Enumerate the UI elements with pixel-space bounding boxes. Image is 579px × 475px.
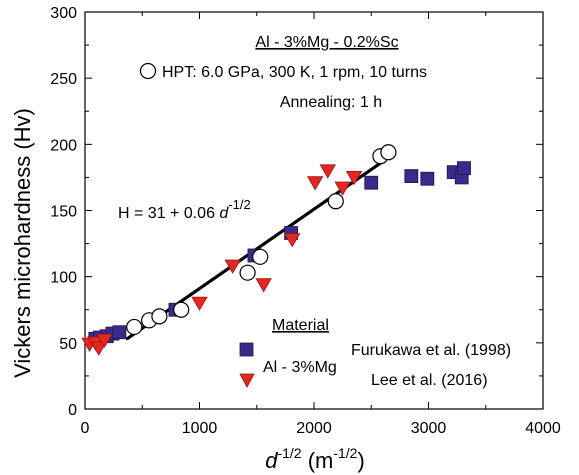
y-tick-label: 250 xyxy=(50,71,77,88)
fit-equation-var: d xyxy=(219,205,229,222)
furukawa-point xyxy=(364,175,379,190)
x-tick-label: 2000 xyxy=(296,420,332,437)
lee-point xyxy=(306,176,324,191)
x-axis-label-unit: (m xyxy=(302,448,334,473)
hpt-point xyxy=(252,248,269,265)
lee-point xyxy=(90,341,107,356)
chart-title: Al - 3%Mg - 0.2%Sc xyxy=(255,34,398,51)
x-tick-label: 4000 xyxy=(525,420,561,437)
fit-equation-sup: -1/2 xyxy=(228,197,250,212)
lee-point xyxy=(224,259,241,274)
fit-equation-main: H = 31 + 0.06 xyxy=(118,205,219,222)
lee-point xyxy=(96,333,113,348)
x-axis-label-unit-close: ) xyxy=(357,448,364,473)
lee-legend-marker xyxy=(239,373,255,388)
y-tick-label: 0 xyxy=(68,402,77,419)
annealing-label: Annealing: 1 h xyxy=(280,94,382,111)
lee-point xyxy=(319,164,336,179)
furukawa-legend-label: Furukawa et al. (1998) xyxy=(351,342,511,359)
y-tick-label: 200 xyxy=(50,137,77,154)
fit-equation: H = 31 + 0.06 d-1/2 xyxy=(118,197,251,222)
hpt-legend-marker xyxy=(139,62,157,80)
furukawa-point xyxy=(404,169,419,183)
lee-point xyxy=(345,171,363,186)
hpt-point xyxy=(327,193,344,210)
furukawa-point xyxy=(457,161,471,176)
x-tick-label: 3000 xyxy=(411,420,447,437)
y-tick-label: 50 xyxy=(59,336,77,353)
lee-point xyxy=(255,278,272,293)
x-axis-label-var: d xyxy=(265,448,278,473)
y-tick-label: 300 xyxy=(50,5,77,22)
ticks: 0 1000 2000 3000 4000 0 50 100 150 200 250 300 xyxy=(50,5,561,437)
furukawa-point xyxy=(420,171,435,186)
hpt-point xyxy=(380,144,397,161)
material-header: Material xyxy=(272,317,329,334)
hpt-point xyxy=(126,318,143,336)
material-name: Al - 3%Mg xyxy=(263,359,337,376)
data-marks xyxy=(81,144,471,356)
hpt-point xyxy=(173,301,190,318)
y-tick-label: 100 xyxy=(50,270,77,287)
x-tick-label: 1000 xyxy=(182,420,218,437)
x-axis-label-sup: -1/2 xyxy=(277,445,301,461)
y-axis-label: Vickers microhardness (Hv) xyxy=(10,108,35,378)
x-tick-label: 0 xyxy=(81,420,90,437)
hpt-legend-label: HPT: 6.0 GPa, 300 K, 1 rpm, 10 turns xyxy=(162,64,427,81)
x-axis-label-unit-sup: -1/2 xyxy=(333,445,357,461)
lee-point xyxy=(284,233,301,248)
furukawa-legend-marker xyxy=(239,342,254,357)
hpt-point xyxy=(239,264,256,281)
y-tick-label: 150 xyxy=(50,204,77,221)
x-axis-label: d-1/2 (m-1/2) xyxy=(265,445,365,473)
lee-point xyxy=(334,181,351,196)
lee-legend-label: Lee et al. (2016) xyxy=(371,372,488,389)
hpt-point xyxy=(151,308,168,325)
lee-point xyxy=(191,296,208,311)
furukawa-point xyxy=(112,325,127,340)
